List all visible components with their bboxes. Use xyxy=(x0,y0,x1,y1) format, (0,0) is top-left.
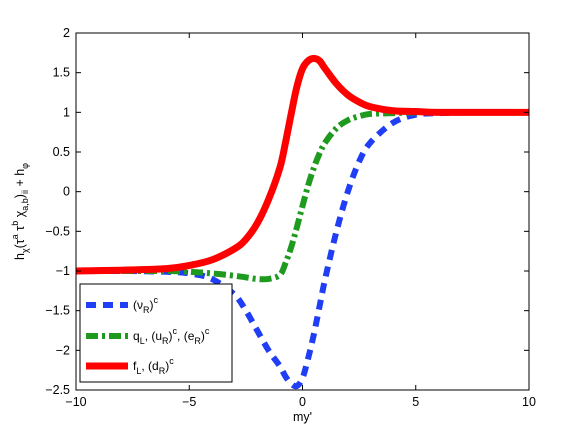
legend-label-part: R xyxy=(194,336,201,346)
y-tick-label: −2 xyxy=(56,343,70,357)
series-layer xyxy=(76,54,529,390)
series-line-3 xyxy=(76,54,529,275)
x-tick-label: 5 xyxy=(412,395,419,409)
legend-label-part: c xyxy=(154,295,159,305)
legend-label-part: q xyxy=(133,329,140,343)
x-tick-label: −10 xyxy=(65,395,86,409)
legend-label-part: , (e xyxy=(177,329,195,343)
y-tick-label: 1 xyxy=(63,105,70,119)
y-label-part: (τ xyxy=(13,239,27,248)
legend-label-part: ) xyxy=(150,298,154,312)
x-tick-label: −5 xyxy=(182,395,196,409)
y-label-part: ) xyxy=(13,194,27,198)
y-label-part: ii xyxy=(20,190,30,194)
y-label-part: τ xyxy=(13,226,27,234)
y-label-part: a,b xyxy=(20,198,30,211)
legend-label-2: qL, (uR)c, (eR)c xyxy=(133,326,210,346)
y-tick-label: −2.5 xyxy=(45,383,70,397)
legend-label-part: ) xyxy=(201,329,205,343)
y-tick-label: 0 xyxy=(63,185,70,199)
y-label-part: χ xyxy=(13,210,27,220)
series-line-1 xyxy=(76,109,529,390)
y-tick-label: −1.5 xyxy=(45,304,70,318)
x-axis-label: my' xyxy=(293,410,312,424)
legend-label-part: R xyxy=(162,336,169,346)
axis-ticks: −10 −5 0 5 10 −2.5 −2 −1.5 −1 −0.5 0 0.5 1 1.5 2 xyxy=(45,26,536,409)
legend-label-part: L xyxy=(140,336,145,346)
y-label-part: χ xyxy=(20,248,30,253)
legend-label-part: c xyxy=(169,356,174,366)
x-tick-label: 10 xyxy=(522,395,536,409)
legend-label-part: , (u xyxy=(145,329,162,343)
legend-label-part: (ν xyxy=(133,298,143,312)
legend-label-part: c xyxy=(205,326,210,336)
legend-label-part: ) xyxy=(169,329,173,343)
y-tick-label: −1 xyxy=(56,264,70,278)
legend-label-part: R xyxy=(159,366,166,376)
x-tick-label: 0 xyxy=(299,395,306,409)
legend-label-3: fL, (dR)c xyxy=(133,356,174,376)
legend-label-part: c xyxy=(173,326,178,336)
y-label-part: φ xyxy=(20,163,30,169)
legend: (νR)cqL, (uR)c, (eR)cfL, (dR)c xyxy=(79,283,233,383)
y-axis-label: hχ(τa τb χa,b)ii + hφ xyxy=(10,163,30,260)
y-label-part: a xyxy=(10,234,20,239)
legend-label-part: L xyxy=(136,366,141,376)
y-label-part: b xyxy=(10,221,20,226)
y-tick-label: 2 xyxy=(63,26,70,40)
y-label-part: h xyxy=(13,253,27,260)
y-tick-label: 1.5 xyxy=(53,66,70,80)
legend-label-1: (νR)c xyxy=(133,295,159,315)
legend-label-part: f xyxy=(133,359,137,373)
y-tick-label: −0.5 xyxy=(45,224,70,238)
legend-label-part: , (d xyxy=(141,359,158,373)
y-tick-label: 0.5 xyxy=(53,145,70,159)
y-label-part: + h xyxy=(13,169,27,190)
legend-label-part: ) xyxy=(165,359,169,373)
legend-label-part: R xyxy=(143,305,150,315)
